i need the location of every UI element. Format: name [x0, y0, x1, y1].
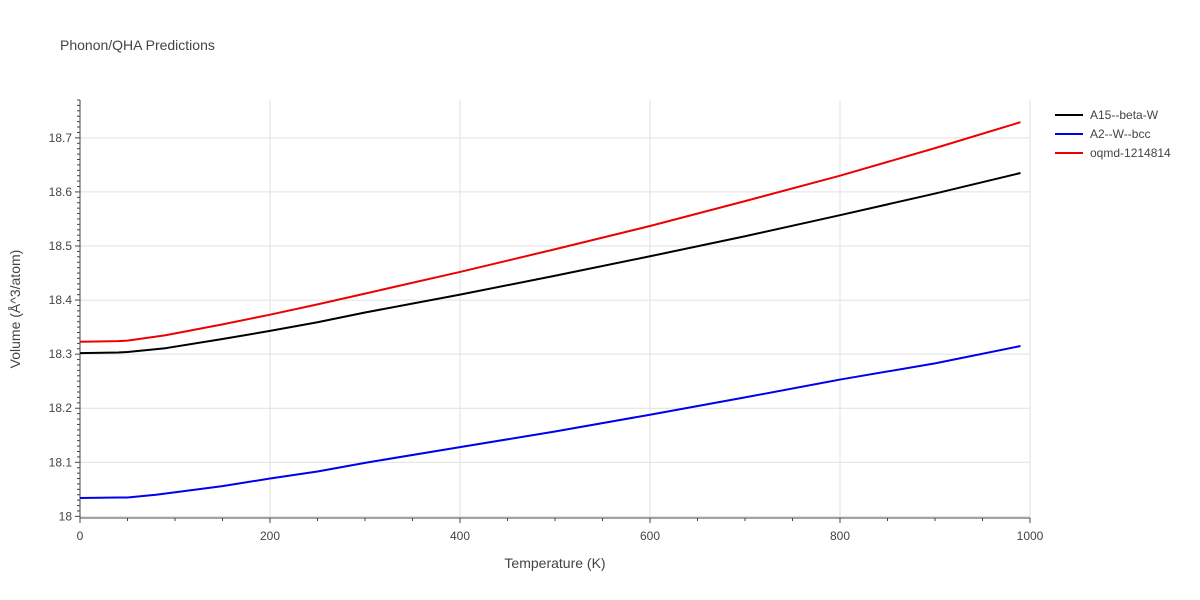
grid	[80, 100, 1031, 518]
y-tick-label: 18.7	[49, 131, 73, 145]
chart-title: Phonon/QHA Predictions	[60, 37, 215, 53]
x-tick-label: 800	[830, 529, 850, 543]
legend-label: A2--W--bcc	[1090, 127, 1150, 141]
x-tick-label: 400	[450, 529, 470, 543]
series-line-3[interactable]	[79, 121, 1021, 343]
y-axis-title: Volume (Å^3/atom)	[7, 250, 23, 369]
x-tick-label: 600	[640, 529, 660, 543]
x-tick-label: 0	[77, 529, 84, 543]
series-line-1[interactable]	[79, 172, 1021, 355]
series-line-2[interactable]	[79, 345, 1021, 499]
y-tick-label: 18.2	[49, 401, 73, 415]
x-tick-label: 200	[260, 529, 280, 543]
legend-label: oqmd-1214814	[1090, 146, 1171, 160]
y-tick-label: 18.3	[49, 347, 73, 361]
y-tick-label: 18.4	[49, 293, 73, 307]
plot-area[interactable]	[79, 121, 1021, 499]
x-axis-title: Temperature (K)	[504, 555, 605, 571]
legend[interactable]: A15--beta-W A2--W--bcc oqmd-1214814	[1055, 108, 1171, 160]
y-tick-label: 18.1	[49, 455, 73, 469]
y-tick-label: 18.6	[49, 185, 73, 199]
legend-label: A15--beta-W	[1090, 108, 1159, 122]
axes: 0 200 400 600 800 1000 18 18.1 18.2 18.3 18.4 18.5 1…	[49, 99, 1044, 543]
legend-item-1[interactable]: A15--beta-W	[1055, 108, 1159, 122]
y-tick-label: 18.5	[49, 239, 73, 253]
legend-item-3[interactable]: oqmd-1214814	[1055, 146, 1171, 160]
legend-item-2[interactable]: A2--W--bcc	[1055, 127, 1150, 141]
y-tick-label: 18	[59, 509, 73, 523]
x-tick-label: 1000	[1017, 529, 1044, 543]
